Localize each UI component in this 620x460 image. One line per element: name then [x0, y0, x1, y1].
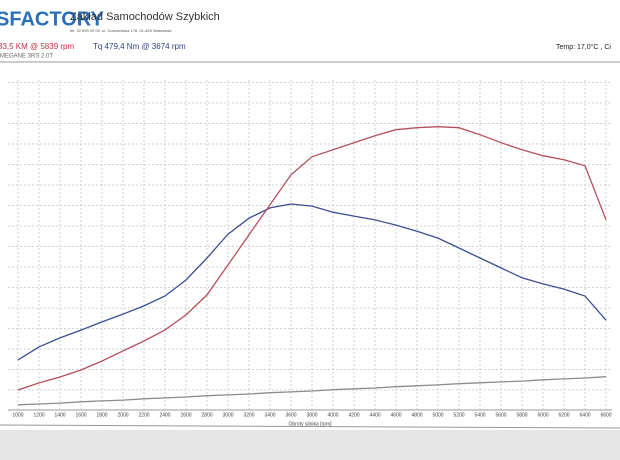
x-tick-label: 2000	[117, 412, 128, 418]
x-axis-title: Obroty silnika [rpm]	[288, 421, 332, 427]
address: tel. 22 699 00 00, ul. Gorczewska 178, 0…	[70, 28, 172, 33]
x-tick-label: 1800	[96, 412, 107, 418]
x-tick-label: 5200	[453, 412, 464, 418]
chart-paper-grid	[8, 80, 612, 410]
torque-summary: Tq 479,4 Nm @ 3674 rpm	[93, 42, 186, 51]
power-summary: 33,5 KM @ 5839 rpm	[0, 42, 74, 51]
x-tick-label: 4200	[348, 412, 359, 418]
x-tick-label: 2800	[201, 412, 212, 418]
x-tick-label: 3600	[285, 412, 296, 418]
x-tick-label: 5600	[495, 412, 506, 418]
x-tick-label: 6600	[600, 412, 611, 418]
x-tick-label: 6000	[537, 412, 548, 418]
series-line	[17, 376, 607, 406]
x-tick-label: 2200	[138, 412, 149, 418]
x-tick-label: 2600	[180, 412, 191, 418]
x-tick-label: 3400	[264, 412, 275, 418]
x-tick-label: 3800	[306, 412, 317, 418]
series-line	[17, 203, 607, 361]
x-tick-label: 3200	[243, 412, 254, 418]
x-tick-label: 1200	[33, 412, 44, 418]
x-tick-label: 2400	[159, 412, 170, 418]
x-tick-label: 4400	[369, 412, 380, 418]
x-tick-label: 4000	[327, 412, 338, 418]
x-tick-label: 1000	[12, 412, 23, 418]
x-tick-label: 6200	[558, 412, 569, 418]
series-line	[17, 126, 607, 391]
x-tick-label: 1400	[54, 412, 65, 418]
scan-edge	[0, 430, 620, 460]
x-tick-label: 5000	[432, 412, 443, 418]
x-tick-label: 1600	[75, 412, 86, 418]
x-tick-label: 4600	[390, 412, 401, 418]
x-tick-label: 5800	[516, 412, 527, 418]
x-tick-label: 3000	[222, 412, 233, 418]
logo: SFACTORY	[0, 8, 104, 30]
car-label: MEGANE 3RS 2.0T	[0, 54, 53, 60]
x-tick-label: 4800	[411, 412, 422, 418]
x-tick-label: 6400	[579, 412, 590, 418]
temperature: Temp: 17,0°C , Ci	[556, 43, 611, 51]
company-name: Zakład Samochodów Szybkich	[70, 11, 220, 23]
plot: 1000 1200 1400 1600 1800 2000 2200 2400 2600 2800…	[12, 80, 612, 418]
x-tick-label: 5400	[474, 412, 485, 418]
frame-bottom	[0, 424, 620, 429]
